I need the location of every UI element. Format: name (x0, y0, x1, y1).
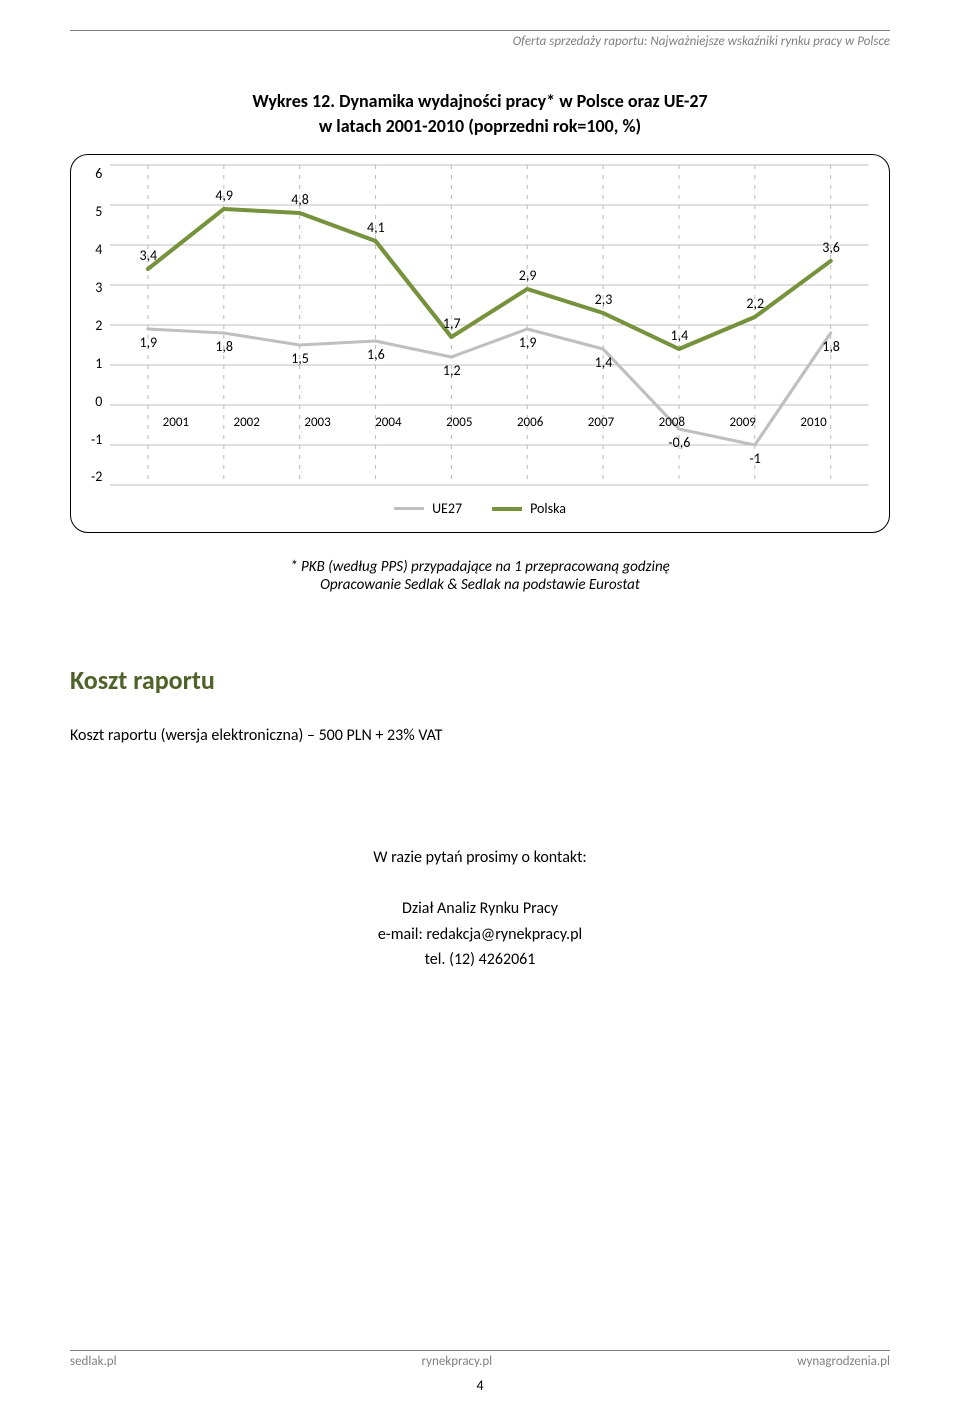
chart-title-line1: Wykres 12. Dynamika wydajności pracy* w … (70, 89, 890, 114)
x-axis-labels: 2001200220032004200520062007200820092010 (140, 410, 849, 430)
chart-plot: 1,9 1,8 1,5 1,6 1,2 1,9 1,4 -0,6 -1 1,8 3,4 4,9 4,8 4… (110, 165, 869, 485)
footer-center: rynekpracy.pl (422, 1354, 493, 1369)
chart-data-label: 2,3 (595, 291, 613, 308)
x-tick-label: 2005 (424, 415, 495, 430)
x-tick-label: 2008 (636, 415, 707, 430)
legend-label: Polska (530, 500, 566, 517)
footer-right: wynagrodzenia.pl (797, 1354, 890, 1369)
x-tick-label: 2009 (707, 415, 778, 430)
chart-data-label: 2,9 (519, 267, 537, 284)
y-tick-label: 6 (95, 165, 102, 182)
chart-data-label: 4,9 (215, 187, 233, 204)
chart-legend: UE27 Polska (91, 485, 869, 517)
footnote-line1: * PKB (według PPS) przypadające na 1 prz… (70, 558, 890, 576)
chart-data-label: 1,7 (443, 315, 461, 332)
chart-data-label: 1,6 (367, 346, 385, 363)
chart-data-label: 1,2 (443, 362, 461, 379)
chart-data-label: -0,6 (668, 434, 690, 451)
footer-links: sedlak.pl rynekpracy.pl wynagrodzenia.pl (70, 1354, 890, 1369)
y-tick-label: -2 (91, 468, 102, 485)
legend-item: Polska (492, 500, 566, 517)
y-tick-label: 0 (95, 393, 102, 410)
chart-title: Wykres 12. Dynamika wydajności pracy* w … (70, 89, 890, 139)
chart-title-line2: w latach 2001-2010 (poprzedni rok=100, %… (70, 114, 890, 139)
chart-data-label: 1,9 (519, 334, 537, 351)
footer-page-number: 4 (70, 1377, 890, 1394)
chart-data-label: 3,6 (822, 239, 840, 256)
x-tick-label: 2002 (211, 415, 282, 430)
chart-data-label: -1 (750, 450, 761, 467)
chart-footnote: * PKB (według PPS) przypadające na 1 prz… (70, 558, 890, 594)
header-divider (70, 30, 890, 31)
y-tick-label: -1 (91, 431, 102, 448)
contact-phone: tel. (12) 4262061 (70, 947, 890, 973)
footer-divider (70, 1350, 890, 1351)
legend-swatch (394, 507, 424, 510)
x-tick-label: 2001 (140, 415, 211, 430)
chart-data-label: 2,2 (746, 295, 764, 312)
chart-data-label: 1,4 (595, 354, 613, 371)
chart-frame: 6543210-1-2 1,91,81,51,61,21,91,4-0,6-11… (70, 154, 890, 533)
chart-data-label: 1,8 (822, 338, 840, 355)
chart-svg (110, 165, 869, 485)
footnote-line2: Opracowanie Sedlak & Sedlak na podstawie… (70, 576, 890, 594)
section-heading: Koszt raportu (70, 664, 890, 696)
y-tick-label: 5 (95, 203, 102, 220)
section-body: Koszt raportu (wersja elektroniczna) – 5… (70, 726, 890, 745)
chart-data-label: 1,9 (139, 334, 157, 351)
chart-data-label: 1,5 (291, 350, 309, 367)
contact-intro: W razie pytań prosimy o kontakt: (70, 845, 890, 871)
x-tick-label: 2004 (353, 415, 424, 430)
footer-left: sedlak.pl (70, 1354, 117, 1369)
chart-area: 6543210-1-2 1,91,81,51,61,21,91,4-0,6-11… (91, 165, 869, 485)
chart-data-label: 1,4 (671, 327, 689, 344)
header-text: Oferta sprzedaży raportu: Najważniejsze … (70, 34, 890, 49)
contact-email: e-mail: redakcja@rynekpracy.pl (70, 922, 890, 948)
contact-block: W razie pytań prosimy o kontakt: Dział A… (70, 845, 890, 972)
chart-data-label: 3,4 (139, 247, 157, 264)
y-axis: 6 5 4 3 2 1 0 -1 -2 (91, 165, 110, 485)
y-tick-label: 4 (95, 241, 102, 258)
x-tick-label: 2010 (778, 415, 849, 430)
contact-dept: Dział Analiz Rynku Pracy (70, 896, 890, 922)
y-tick-label: 3 (95, 279, 102, 296)
y-tick-label: 1 (95, 355, 102, 372)
x-tick-label: 2003 (282, 415, 353, 430)
chart-data-label: 4,1 (367, 219, 385, 236)
chart-data-label: 4,8 (291, 191, 309, 208)
legend-label: UE27 (432, 500, 462, 517)
x-tick-label: 2006 (495, 415, 566, 430)
y-tick-label: 2 (95, 317, 102, 334)
x-tick-label: 2007 (566, 415, 637, 430)
chart-data-label: 1,8 (215, 338, 233, 355)
legend-swatch (492, 507, 522, 511)
page-footer: sedlak.pl rynekpracy.pl wynagrodzenia.pl… (70, 1350, 890, 1394)
legend-item: UE27 (394, 500, 462, 517)
